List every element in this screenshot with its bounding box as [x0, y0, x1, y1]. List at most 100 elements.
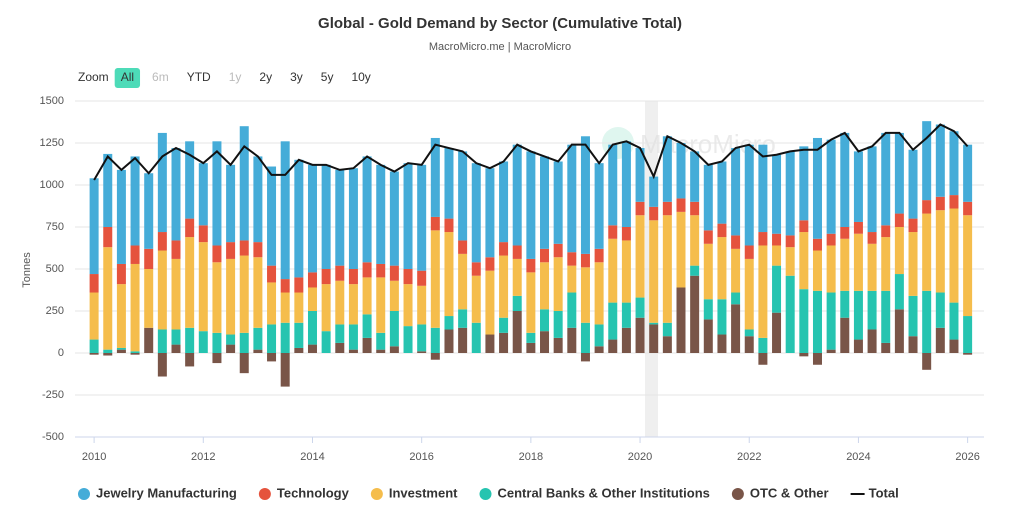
bar-segment [594, 324, 604, 347]
zoom-button[interactable]: 3y [284, 68, 309, 88]
bar-segment [294, 292, 304, 323]
bar-segment [840, 132, 850, 227]
zoom-button-label[interactable]: 6m [152, 70, 169, 84]
zoom-bar: Zoom All 6m YTD 1y 2y 3y 5y 10y [78, 68, 376, 88]
y-tick-label: 1000 [40, 179, 64, 191]
bar-segment [376, 164, 386, 264]
bar-segment [512, 311, 522, 353]
bar-segment [526, 342, 536, 353]
zoom-button-bg[interactable] [114, 68, 141, 88]
bar-segment [772, 265, 782, 313]
bar-segment [540, 309, 550, 332]
bar-segment [608, 225, 618, 239]
zoom-button-label[interactable]: 2y [259, 70, 272, 84]
bar-segment [512, 245, 522, 259]
bar-segment [267, 166, 277, 266]
bar-segment [376, 277, 386, 333]
bar-segment [580, 136, 590, 254]
bar-segment [212, 262, 222, 333]
bar-segment [840, 290, 850, 318]
bar-segment [280, 292, 290, 323]
bar-segment [690, 151, 700, 202]
zoom-button-label[interactable]: 10y [351, 70, 370, 84]
zoom-button[interactable]: All [114, 68, 141, 88]
bar-segment [717, 237, 727, 300]
legend-label[interactable]: Investment [389, 485, 458, 500]
bar-segment [635, 148, 645, 202]
bar-segment [485, 257, 495, 271]
zoom-button-label[interactable]: YTD [187, 70, 211, 84]
legend-label[interactable]: OTC & Other [750, 485, 829, 500]
bar-segment [157, 132, 167, 233]
zoom-button-label[interactable]: 3y [290, 70, 303, 84]
bar-segment [212, 353, 222, 364]
bar-segment [826, 233, 836, 246]
bar-segment [239, 353, 249, 374]
bar-segment [430, 137, 440, 217]
bar-segment [744, 258, 754, 330]
bar-segment [649, 322, 659, 325]
legend-item[interactable]: Investment [370, 485, 458, 500]
bar-segment [171, 240, 181, 259]
bar-segment [512, 295, 522, 311]
bar-segment [267, 324, 277, 353]
legend-label[interactable]: Total [869, 485, 899, 500]
legend-swatch[interactable] [258, 488, 271, 500]
bar-segment [526, 272, 536, 333]
zoom-button-label[interactable]: 1y [229, 70, 242, 84]
bar-segment [812, 137, 822, 239]
bar-segment [526, 258, 536, 273]
bar-segment [649, 324, 659, 353]
bar-segment [731, 248, 741, 293]
bar-segment [649, 206, 659, 221]
bars [89, 121, 973, 387]
bar-segment [690, 265, 700, 276]
bar-segment [458, 240, 468, 254]
zoom-button-label[interactable]: 5y [321, 70, 334, 84]
bar-segment [130, 156, 140, 246]
bar-segment [949, 302, 959, 340]
bar-segment [171, 258, 181, 330]
zoom-button[interactable]: 2y [253, 68, 278, 88]
zoom-button-label[interactable]: All [121, 70, 134, 84]
legend-swatch[interactable] [370, 488, 383, 500]
legend-item[interactable]: Jewelry Manufacturing [78, 485, 237, 500]
legend-label[interactable]: Jewelry Manufacturing [96, 485, 237, 500]
legend-item[interactable]: Technology [258, 485, 350, 500]
legend-swatch[interactable] [479, 488, 492, 500]
zoom-button[interactable]: YTD [181, 68, 217, 88]
bar-segment [963, 144, 973, 202]
bar-segment [239, 332, 249, 353]
legend-label[interactable]: Technology [277, 485, 350, 500]
bar-segment [307, 272, 317, 288]
bar-segment [499, 161, 509, 243]
bar-segment [731, 304, 741, 353]
zoom-button[interactable]: 6m [146, 68, 175, 88]
bar-segment [267, 353, 277, 362]
legend-label[interactable]: Central Banks & Other Institutions [498, 485, 710, 500]
bar-segment [430, 353, 440, 360]
legend-item[interactable]: OTC & Other [731, 485, 829, 500]
bar-segment [212, 141, 222, 246]
bar-segment [567, 144, 577, 253]
zoom-button[interactable]: 1y [223, 68, 248, 88]
legend-item[interactable]: Central Banks & Other Institutions [479, 485, 710, 500]
bar-segment [362, 262, 372, 278]
bar-segment [812, 353, 822, 365]
bar-segment [594, 163, 604, 249]
bar-segment [403, 284, 413, 327]
bar-segment [321, 164, 331, 269]
legend-swatch[interactable] [731, 488, 744, 500]
bar-segment [881, 342, 891, 353]
y-tick-label: -500 [42, 431, 64, 443]
bar-segment [594, 346, 604, 353]
bar-segment [963, 316, 973, 353]
legend-swatch[interactable] [78, 488, 90, 500]
bar-segment [348, 269, 358, 285]
zoom-button[interactable]: 10y [345, 68, 376, 88]
zoom-button[interactable]: 5y [315, 68, 340, 88]
legend-item[interactable]: Total [850, 485, 899, 500]
bar-segment [280, 322, 290, 353]
bar-segment [963, 201, 973, 216]
